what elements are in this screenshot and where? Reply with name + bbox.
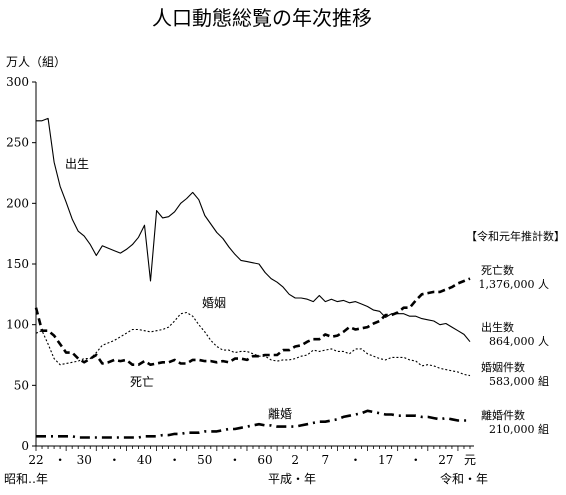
x-tick-label: 60 xyxy=(257,453,272,467)
y-axis-label: 万人（組） xyxy=(6,55,66,69)
x-tick-label: 22 xyxy=(28,453,43,467)
x-tick-label: 30 xyxy=(77,453,92,467)
y-tick-label: 100 xyxy=(6,318,29,332)
x-tick-label: ・ xyxy=(410,453,422,467)
era-label-showa: 昭和‥年 xyxy=(4,472,48,486)
x-tick-label: ・ xyxy=(349,453,361,467)
x-tick-label: 50 xyxy=(197,453,212,467)
y-tick-label: 150 xyxy=(6,257,29,271)
era-label-reiwa: 令和・年 xyxy=(440,471,488,486)
x-tick-label: 17 xyxy=(378,453,393,467)
legend-series-name: 婚姻件数 xyxy=(481,360,525,374)
x-tick-label: 27 xyxy=(438,453,453,467)
series-label: 死亡 xyxy=(130,375,154,389)
series-label: 離婚 xyxy=(268,407,292,421)
y-tick-label: 200 xyxy=(6,196,29,210)
series-line-離婚 xyxy=(36,409,470,439)
x-tick-label: 元 xyxy=(464,453,476,467)
legend-series-value: 864,000 人 xyxy=(489,335,549,348)
y-tick-label: 250 xyxy=(6,136,29,150)
legend-series-value: 210,000 組 xyxy=(489,423,549,436)
series-line-死亡 xyxy=(34,277,471,366)
legend-series-name: 死亡数 xyxy=(481,263,514,277)
era-label-heisei: 平成・年 xyxy=(268,472,316,486)
legend-series-name: 離婚件数 xyxy=(481,408,525,422)
x-tick-label: ・ xyxy=(108,453,120,467)
y-tick-label: 50 xyxy=(14,378,29,392)
legend-series-value: 1,376,000 人 xyxy=(479,278,549,291)
chart-title: 人口動態総覧の年次推移 xyxy=(152,6,372,30)
legend-series-value: 583,000 組 xyxy=(489,375,549,388)
series-label: 婚姻 xyxy=(202,295,226,310)
x-tick-label: ・ xyxy=(169,453,181,467)
y-tick-label: 300 xyxy=(6,75,29,89)
x-tick-label: 40 xyxy=(137,453,152,467)
x-tick-label: 2 xyxy=(291,453,299,467)
series-line-婚姻 xyxy=(35,311,471,377)
x-tick-label: ・ xyxy=(229,453,241,467)
series-label: 出生 xyxy=(65,157,89,171)
y-tick-label: 0 xyxy=(21,439,29,453)
x-tick-label: ・ xyxy=(54,453,66,467)
legend-series-name: 出生数 xyxy=(481,320,514,334)
x-tick-label: 7 xyxy=(322,453,330,467)
legend-title: 【令和元年推計数】 xyxy=(466,229,565,243)
